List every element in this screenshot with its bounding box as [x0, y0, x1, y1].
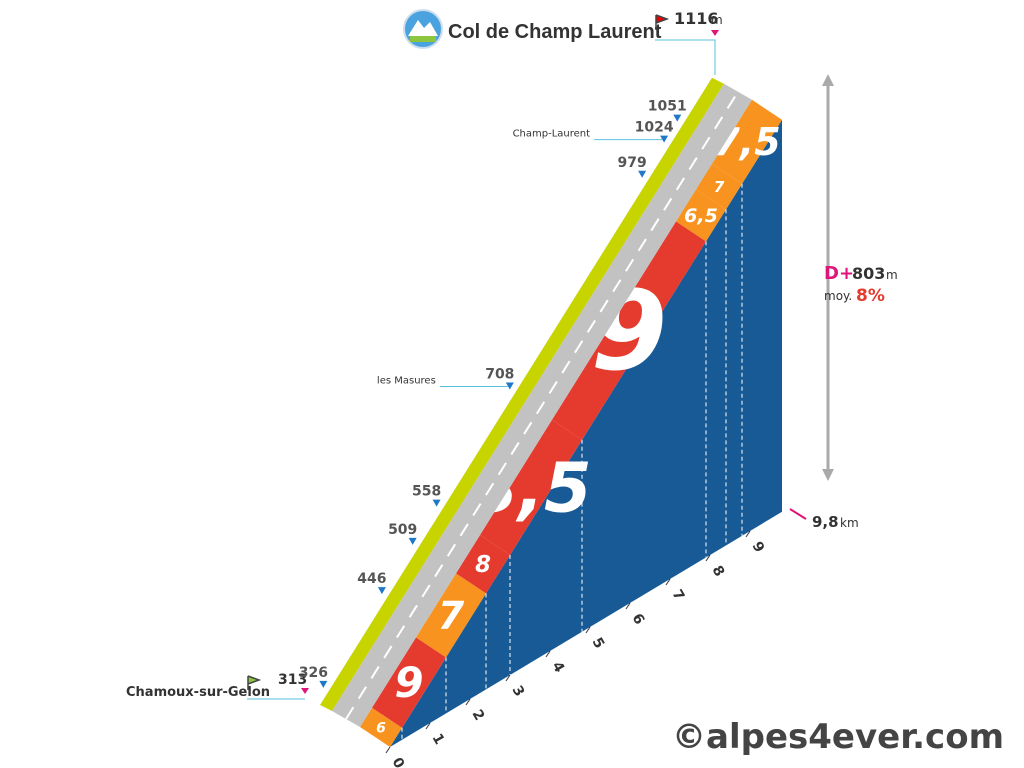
km-tick	[745, 530, 751, 538]
waypoint-name: les Masures	[377, 375, 436, 386]
start-marker	[301, 688, 309, 694]
waypoint-altitude: 509	[388, 522, 417, 538]
grade-label: 7	[438, 594, 465, 638]
road-centerline	[345, 91, 739, 720]
waypoint-altitude: 979	[618, 155, 647, 171]
summit-flag	[655, 14, 670, 30]
waypoint-altitude: 326	[299, 665, 328, 681]
average-label: moy.	[824, 289, 852, 303]
profile: 69788,596,577,50123456789326446509558708…	[299, 77, 782, 768]
title: Col de Champ Laurent	[448, 21, 662, 43]
waypoint-marker	[408, 537, 417, 545]
waypoint-marker	[432, 499, 441, 507]
waypoint-altitude: 446	[357, 571, 386, 587]
km-tick	[665, 578, 671, 586]
km-label: 9	[749, 539, 768, 555]
waypoint-altitude: 1051	[648, 99, 687, 115]
grade-segment	[360, 707, 402, 747]
grade-segment	[676, 189, 726, 242]
grade-segment	[480, 419, 582, 555]
km-label: 7	[669, 587, 688, 603]
grade-label: 8	[475, 552, 491, 578]
km-label: 5	[589, 635, 608, 651]
waypoint-marker	[638, 170, 647, 178]
grade-segment	[552, 221, 706, 440]
km-label: 8	[709, 563, 728, 579]
start-altitude: 313	[278, 672, 307, 688]
km-tick	[505, 674, 511, 682]
logo-mountain	[408, 20, 438, 36]
logo-grass	[410, 36, 436, 42]
grade-segment	[456, 535, 510, 594]
grade-segment	[416, 573, 486, 658]
waypoint-marker	[505, 382, 514, 390]
grade-label: 6,5	[684, 205, 718, 227]
km-tick	[545, 650, 551, 658]
km-tick	[465, 698, 471, 706]
waypoint-altitude: 558	[412, 484, 441, 500]
grade-segment	[372, 637, 446, 728]
summit-marker	[711, 30, 719, 36]
waypoint-altitude: 708	[485, 366, 514, 382]
waypoint-marker	[673, 114, 682, 122]
waypoint-name: Champ-Laurent	[513, 129, 591, 140]
distance-value: 9,8	[812, 513, 839, 531]
start-flag	[247, 675, 262, 690]
gain-unit: m	[886, 268, 898, 282]
grade-label: 7	[714, 178, 725, 196]
km-label: 2	[469, 707, 488, 723]
waypoint-marker	[660, 135, 669, 143]
grade-segment	[712, 99, 782, 184]
km-label: 1	[429, 731, 448, 747]
km-label: 3	[509, 683, 528, 699]
km-tick	[705, 554, 711, 562]
km-tick	[385, 746, 391, 754]
road-verge	[320, 77, 724, 712]
distance-unit: km	[840, 516, 859, 530]
grade-segment	[696, 163, 742, 210]
waypoint-marker	[319, 680, 328, 688]
km-label: 6	[629, 611, 648, 627]
summit-altitude: 1116	[674, 9, 719, 28]
copyright: ©alpes4ever.com	[672, 717, 1004, 757]
summit-unit: m	[711, 13, 723, 27]
gain-label: D+	[824, 263, 854, 284]
km-tick	[425, 722, 431, 730]
waypoint-marker	[377, 587, 386, 595]
grade-label: 6	[376, 720, 386, 736]
grade-label: 9	[394, 658, 423, 707]
start-name: Chamoux-sur-Gelon	[126, 685, 270, 700]
average-value: 8%	[856, 286, 885, 306]
km-tick	[585, 626, 591, 634]
km-label: 4	[549, 659, 568, 676]
waypoint-altitude: 1024	[635, 120, 674, 136]
km-label: 0	[389, 755, 408, 768]
summit-leader	[655, 39, 716, 75]
distance-tick	[789, 508, 807, 520]
km-tick	[625, 602, 631, 610]
gain-value: 803	[852, 264, 885, 283]
